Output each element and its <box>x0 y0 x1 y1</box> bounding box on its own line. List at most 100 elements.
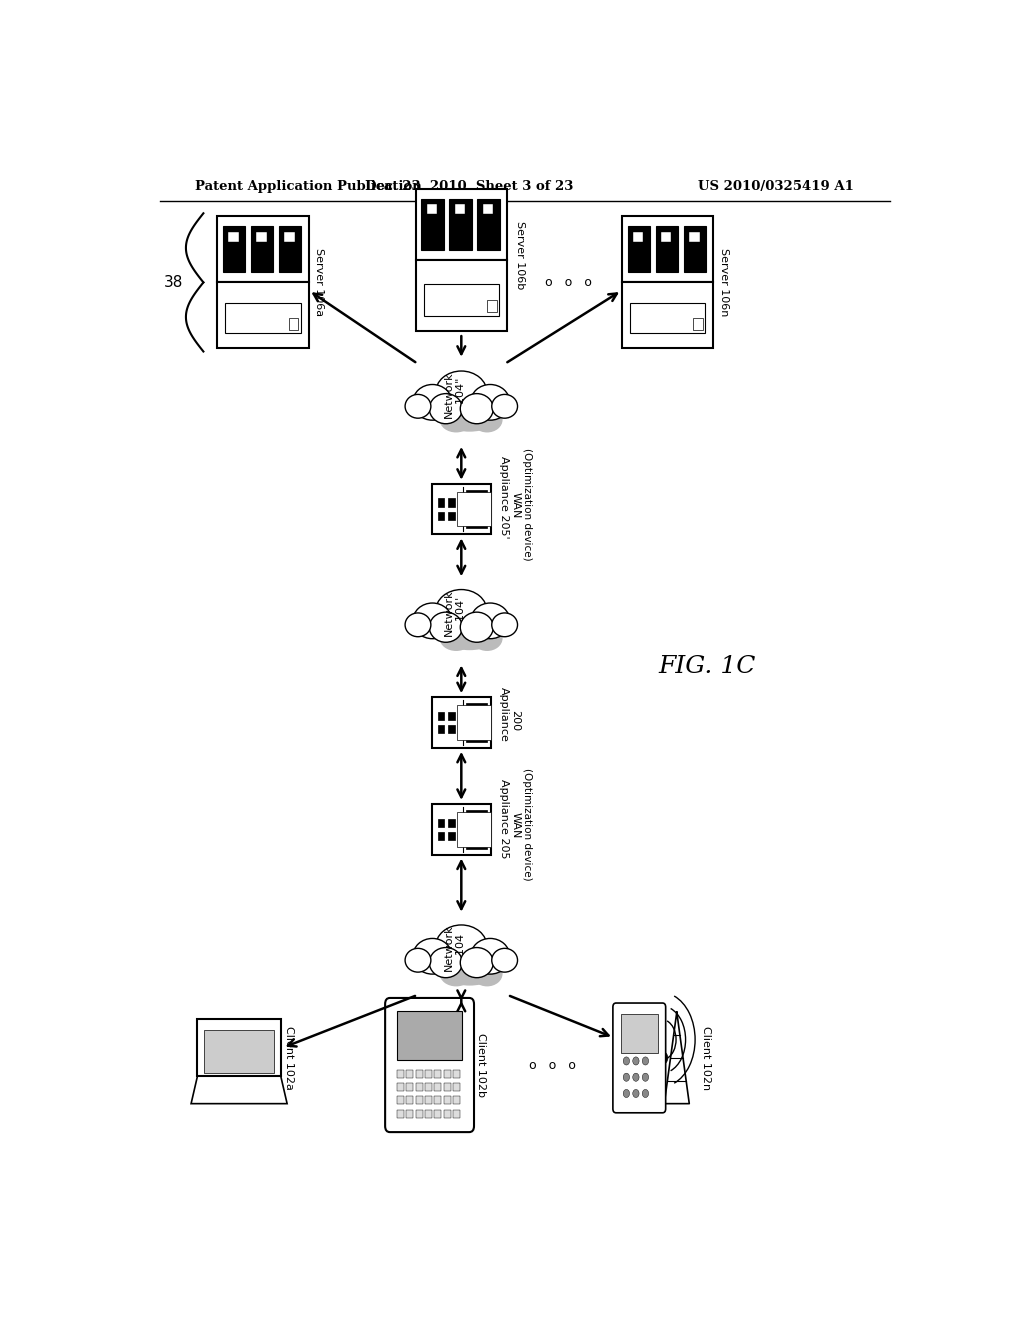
Bar <box>458 492 492 527</box>
Ellipse shape <box>439 407 473 433</box>
Circle shape <box>642 1057 648 1065</box>
Bar <box>228 231 239 242</box>
Bar <box>434 1110 441 1118</box>
Bar <box>438 512 444 520</box>
Ellipse shape <box>439 961 473 986</box>
Text: Client 102n: Client 102n <box>701 1026 711 1090</box>
Text: US 2010/0325419 A1: US 2010/0325419 A1 <box>698 180 854 193</box>
Bar <box>684 227 707 272</box>
Ellipse shape <box>471 384 510 420</box>
Bar <box>425 1069 432 1077</box>
Bar <box>256 231 266 242</box>
Ellipse shape <box>435 925 487 969</box>
Bar <box>453 1069 460 1077</box>
Bar <box>477 199 500 249</box>
Bar <box>467 704 487 742</box>
Bar <box>434 1082 441 1092</box>
Ellipse shape <box>492 395 517 418</box>
FancyBboxPatch shape <box>385 998 474 1133</box>
Bar <box>425 1097 432 1105</box>
Text: Dec. 23, 2010  Sheet 3 of 23: Dec. 23, 2010 Sheet 3 of 23 <box>366 180 573 193</box>
Bar <box>450 199 472 249</box>
Ellipse shape <box>406 395 431 418</box>
Bar <box>285 231 295 242</box>
Ellipse shape <box>413 603 452 639</box>
Bar <box>425 1110 432 1118</box>
Bar <box>407 1069 414 1077</box>
Text: Client 102a: Client 102a <box>285 1026 294 1090</box>
Text: 200: 200 <box>511 710 520 731</box>
Circle shape <box>642 1089 648 1097</box>
Ellipse shape <box>471 939 510 974</box>
Bar <box>425 1082 432 1092</box>
Bar <box>449 818 455 826</box>
Bar <box>633 231 643 242</box>
Bar <box>217 282 308 348</box>
Bar <box>407 1082 414 1092</box>
Bar <box>453 1110 460 1118</box>
Ellipse shape <box>460 948 494 978</box>
Ellipse shape <box>471 603 510 639</box>
Bar <box>204 1030 274 1073</box>
Bar <box>407 1097 414 1105</box>
Bar <box>443 1082 451 1092</box>
Bar <box>628 227 650 272</box>
Bar <box>416 260 507 331</box>
Text: WAN: WAN <box>511 812 520 838</box>
Bar <box>438 725 444 733</box>
Bar <box>225 304 301 333</box>
Bar <box>622 216 714 282</box>
Ellipse shape <box>413 384 452 420</box>
Bar <box>431 697 492 748</box>
Bar <box>660 231 672 242</box>
Bar <box>449 832 455 840</box>
Circle shape <box>633 1089 639 1097</box>
Bar <box>693 318 702 330</box>
Bar <box>434 1097 441 1105</box>
Bar <box>487 300 497 313</box>
Text: 38: 38 <box>164 275 183 290</box>
Bar <box>449 499 455 507</box>
Text: Network
  104': Network 104' <box>444 590 466 636</box>
Bar <box>397 1011 462 1060</box>
Bar <box>458 812 492 846</box>
Ellipse shape <box>429 612 463 643</box>
Circle shape <box>624 1057 630 1065</box>
Bar <box>407 1110 414 1118</box>
Bar <box>431 804 492 854</box>
Text: Server 106b: Server 106b <box>515 220 525 289</box>
Bar <box>424 284 499 315</box>
Bar <box>251 227 273 272</box>
Text: Appliance: Appliance <box>500 686 509 742</box>
Bar <box>217 216 308 282</box>
Bar <box>431 483 492 535</box>
Bar <box>443 1069 451 1077</box>
Ellipse shape <box>472 961 503 986</box>
Circle shape <box>624 1089 630 1097</box>
Bar <box>458 705 492 739</box>
Bar <box>427 205 437 214</box>
Bar <box>443 1097 451 1105</box>
Bar <box>449 512 455 520</box>
Circle shape <box>658 1052 668 1064</box>
Text: o   o   o: o o o <box>529 1059 577 1072</box>
Ellipse shape <box>429 948 463 978</box>
Ellipse shape <box>441 401 498 432</box>
Bar <box>416 189 507 260</box>
Bar <box>421 199 443 249</box>
Ellipse shape <box>429 393 463 424</box>
Bar <box>467 810 487 849</box>
Text: (Optimization device): (Optimization device) <box>521 768 531 880</box>
Bar <box>397 1097 404 1105</box>
Ellipse shape <box>472 407 503 433</box>
Bar <box>198 1019 281 1076</box>
Bar <box>482 205 494 214</box>
Text: Patent Application Publication: Patent Application Publication <box>196 180 422 193</box>
Bar <box>655 227 678 272</box>
Bar <box>438 711 444 719</box>
Bar <box>467 490 487 528</box>
Text: Network
  104: Network 104 <box>444 925 466 972</box>
Circle shape <box>633 1073 639 1081</box>
Circle shape <box>633 1057 639 1065</box>
Bar <box>449 725 455 733</box>
